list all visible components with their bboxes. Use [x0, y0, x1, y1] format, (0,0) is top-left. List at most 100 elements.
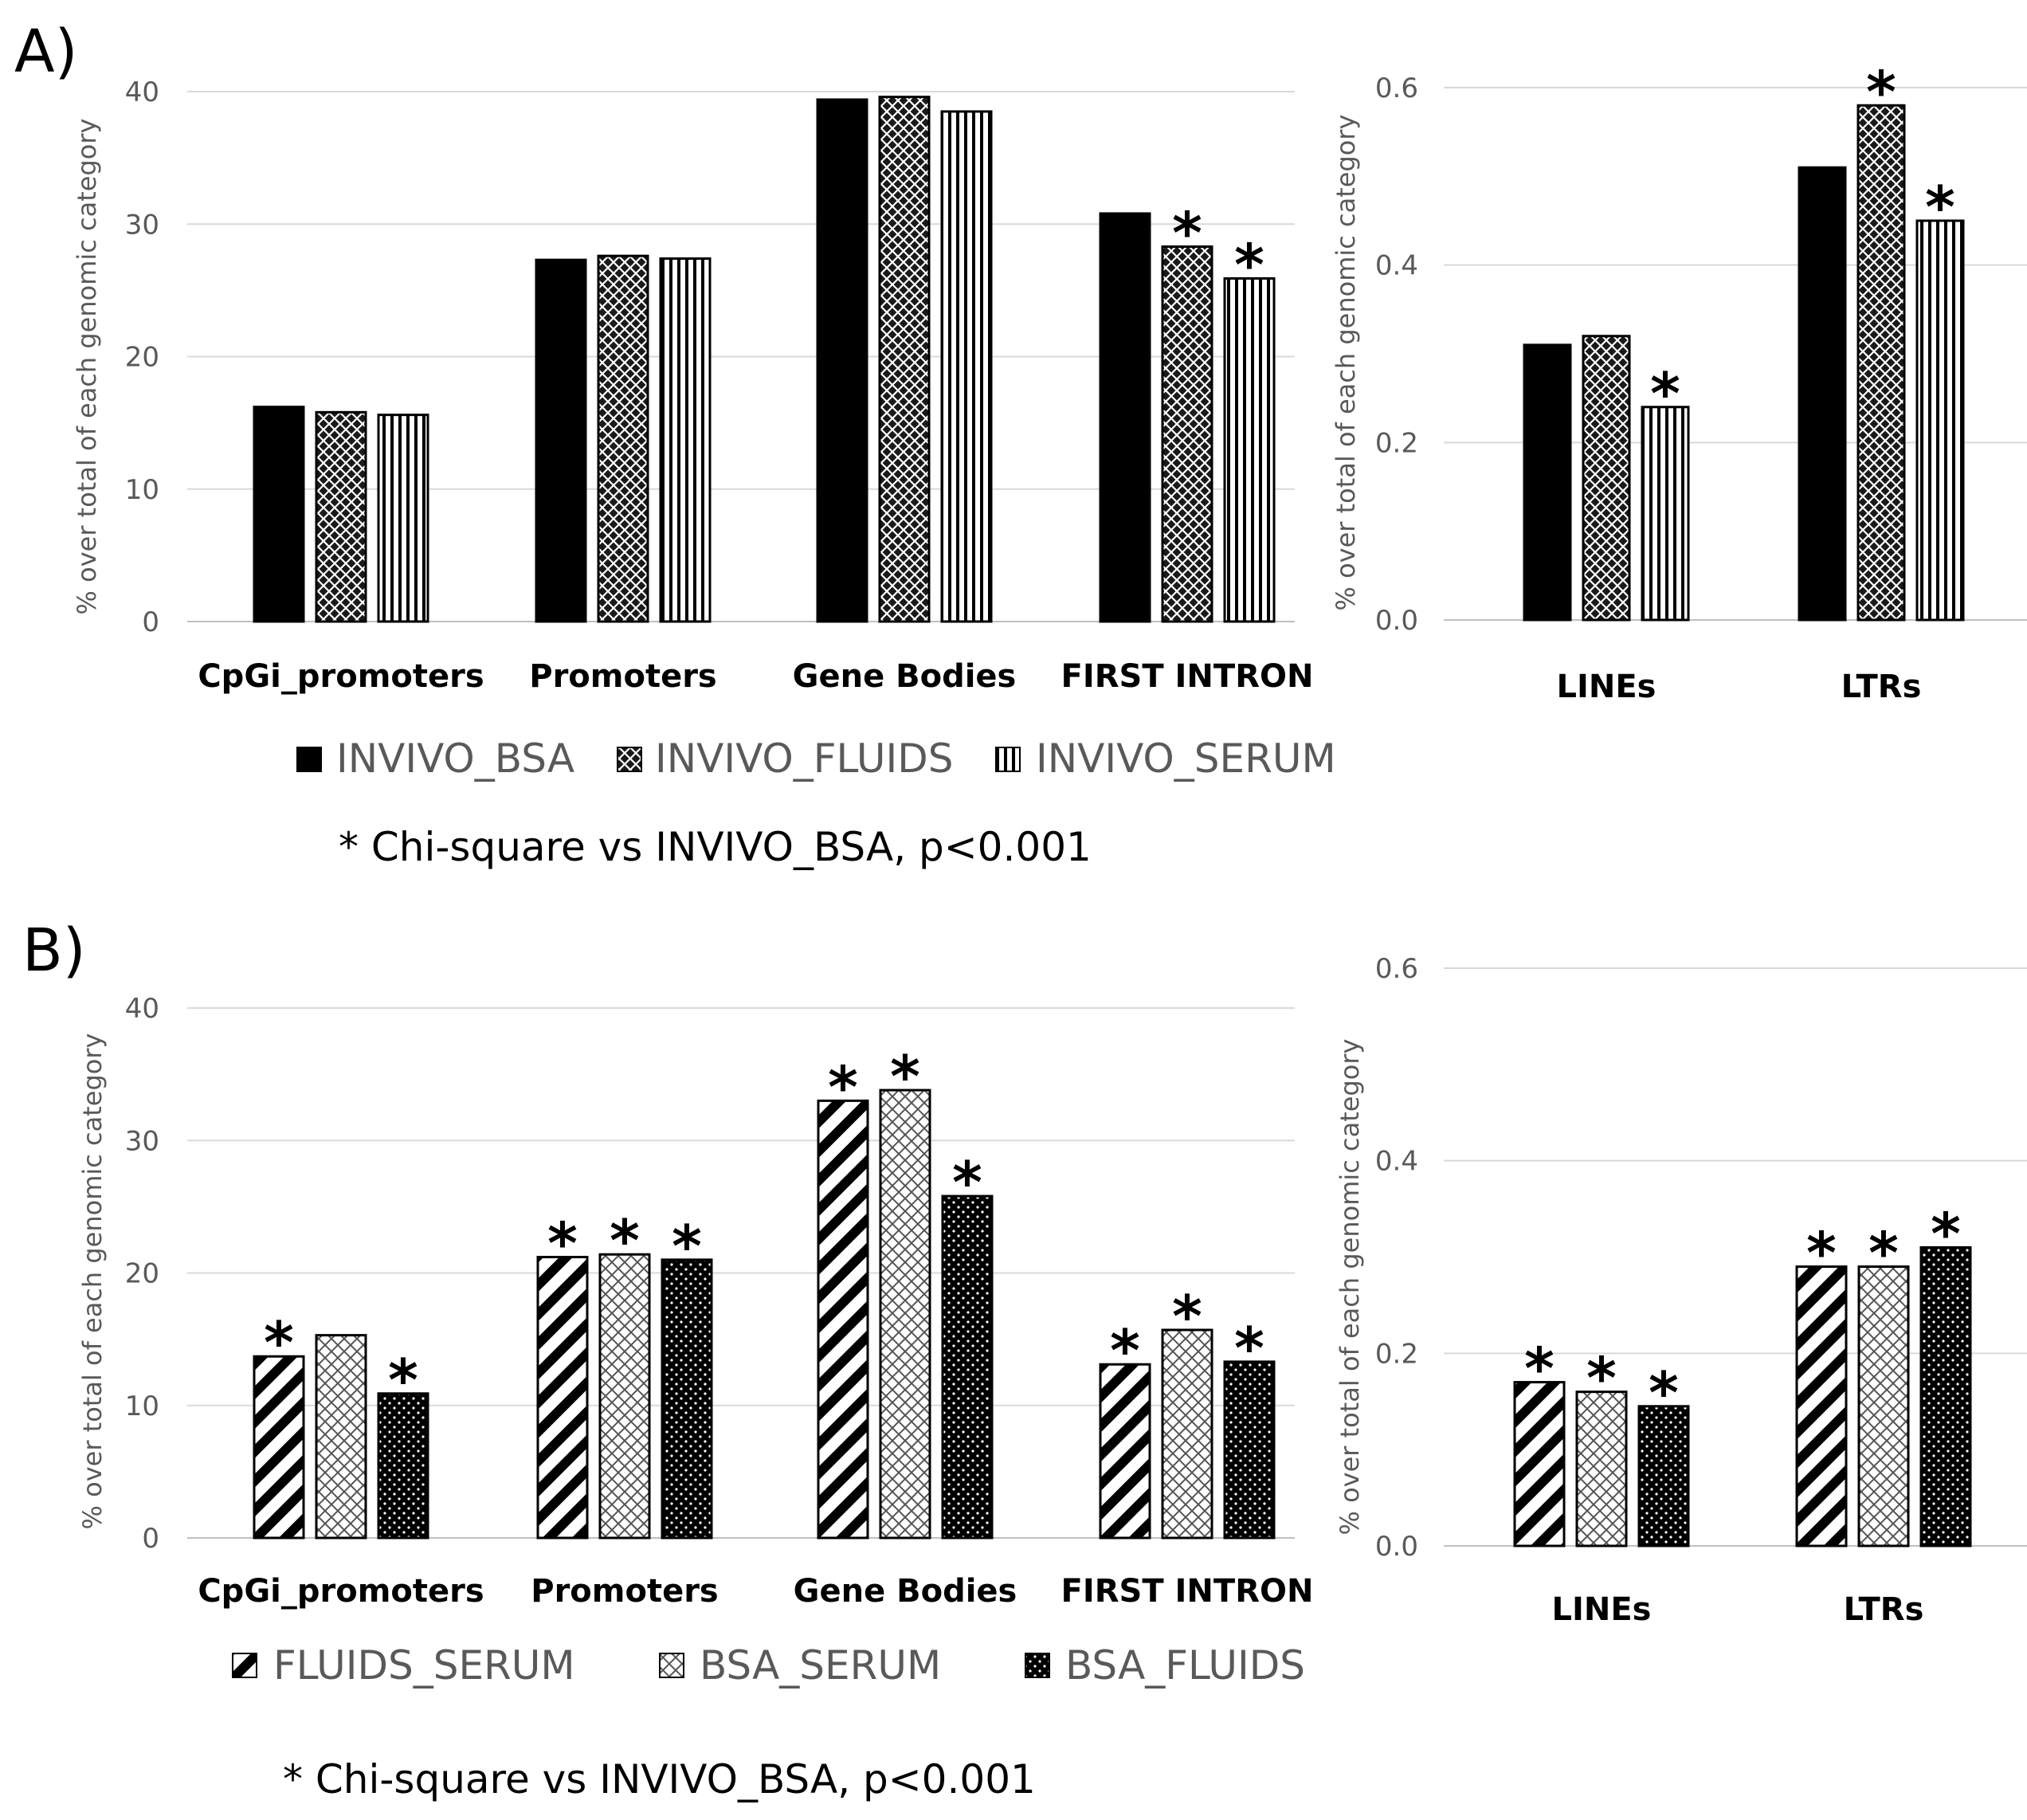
bar — [1223, 1360, 1276, 1540]
significance-star: * — [1931, 1200, 1961, 1267]
y-axis-title: % over total of each genomic category — [1335, 1039, 1365, 1536]
category-label: Promoters — [529, 658, 716, 695]
y-tick-label: 0 — [142, 1523, 159, 1555]
y-tick-label: 0.4 — [1375, 250, 1418, 282]
bar — [1795, 1265, 1848, 1547]
y-axis-title: % over total of each genomic category — [1331, 115, 1361, 611]
legend-label-invivo-serum: INVIVO_SERUM — [1036, 735, 1336, 782]
legend-swatch-bsa-serum — [659, 1653, 684, 1678]
bar — [878, 96, 931, 623]
category-label: Gene Bodies — [794, 1573, 1017, 1610]
y-tick-label: 0.0 — [1375, 1531, 1418, 1563]
significance-star: * — [1586, 1345, 1617, 1412]
y-tick-label: 40 — [125, 993, 159, 1025]
legend-label-bsa-fluids: BSA_FLUIDS — [1065, 1642, 1305, 1689]
significance-star: * — [1110, 1317, 1140, 1384]
category-label: CpGi_promoters — [198, 658, 484, 695]
bar — [315, 1334, 367, 1540]
significance-star: * — [1925, 174, 1955, 241]
chart-a-right: 0.0 0.2 0.4 0.6 % over total of each genomic… — [1331, 58, 2027, 705]
bar — [1099, 1363, 1151, 1540]
significance-star: * — [1172, 1283, 1202, 1350]
y-tick-label: 0.0 — [1375, 605, 1418, 637]
bar — [1919, 1245, 1972, 1547]
bar — [1641, 406, 1690, 622]
significance-star: * — [1234, 1315, 1264, 1382]
significance-star: * — [1806, 1220, 1837, 1287]
significance-note-a: * Chi-square vs INVIVO_BSA, p<0.001 — [339, 824, 1092, 870]
bar — [377, 1392, 429, 1540]
significance-star: * — [1649, 1359, 1679, 1426]
category-label: LTRs — [1844, 1591, 1924, 1628]
legend-a: INVIVO_BSA INVIVO_FLUIDS INVIVO_SERUM — [296, 735, 1336, 782]
category-label: Promoters — [531, 1573, 718, 1610]
panel-label-a: A) — [14, 18, 78, 86]
legend-swatch-invivo-bsa — [296, 747, 322, 772]
y-tick-label: 0.2 — [1375, 427, 1418, 459]
bar — [1575, 1390, 1628, 1547]
legend-b: FLUIDS_SERUM BSA_SERUM BSA_FLUIDS — [232, 1642, 1305, 1689]
significance-star: * — [828, 1053, 858, 1120]
bar — [1523, 343, 1572, 622]
y-tick-label: 40 — [125, 76, 159, 108]
category-label: LINEs — [1552, 1591, 1652, 1628]
significance-star: * — [388, 1347, 418, 1414]
legend-swatch-bsa-fluids — [1025, 1653, 1050, 1678]
chart-b-right: 0.0 0.2 0.4 0.6 % over total of each genomic… — [1335, 953, 2027, 1628]
bar — [1637, 1405, 1690, 1547]
y-tick-label: 20 — [125, 1258, 159, 1290]
significance-star: * — [1234, 231, 1264, 298]
significance-star: * — [1650, 360, 1680, 427]
chart-a-left: 0 10 20 30 40 % over total of each genomic ca… — [72, 76, 1313, 695]
bar — [1856, 104, 1906, 622]
panel-label-b: B) — [22, 916, 86, 985]
y-axis-title: % over total of each genomic category — [72, 119, 102, 615]
significance-star: * — [1866, 58, 1896, 125]
bar — [1099, 212, 1151, 623]
y-tick-label: 10 — [125, 474, 159, 506]
y-tick-label: 30 — [125, 1125, 159, 1157]
significance-star: * — [672, 1213, 702, 1280]
legend-swatch-fluids-serum — [232, 1653, 257, 1678]
significance-star: * — [547, 1210, 578, 1277]
bar — [536, 1256, 589, 1540]
significance-star: * — [610, 1207, 640, 1274]
bar — [879, 1088, 931, 1540]
legend-swatch-invivo-serum — [995, 747, 1021, 772]
y-tick-label: 20 — [125, 342, 159, 374]
bar — [940, 110, 993, 623]
significance-star: * — [1172, 200, 1202, 267]
legend-swatch-invivo-fluids — [617, 747, 642, 772]
y-tick-label: 0.2 — [1375, 1338, 1418, 1370]
y-tick-label: 30 — [125, 209, 159, 241]
bar — [661, 1258, 713, 1540]
significance-star: * — [1868, 1220, 1899, 1287]
bar — [1915, 219, 1965, 622]
category-label: CpGi_promoters — [198, 1573, 484, 1610]
category-label: FIRST INTRON — [1061, 1573, 1314, 1610]
bar — [817, 1099, 869, 1540]
category-label: LTRs — [1841, 669, 1922, 705]
legend-label-invivo-bsa: INVIVO_BSA — [336, 735, 574, 782]
bar — [597, 254, 649, 623]
significance-note-b: * Chi-square vs INVIVO_BSA, p<0.001 — [283, 1756, 1036, 1802]
bar — [315, 410, 367, 623]
y-tick-label: 0 — [142, 606, 159, 638]
bar — [377, 414, 429, 623]
legend-label-invivo-fluids: INVIVO_FLUIDS — [655, 735, 954, 782]
y-axis-title: % over total of each genomic category — [77, 1034, 108, 1530]
category-label: Gene Bodies — [793, 658, 1017, 695]
bar — [253, 406, 305, 623]
significance-star: * — [890, 1043, 920, 1110]
bar — [659, 257, 712, 623]
bar — [535, 258, 587, 623]
bar — [1161, 245, 1213, 623]
y-tick-label: 0.4 — [1375, 1146, 1418, 1178]
bar — [1223, 277, 1276, 623]
bar — [253, 1355, 305, 1540]
bar — [598, 1253, 651, 1540]
y-tick-label: 10 — [125, 1390, 159, 1422]
bar — [1161, 1328, 1213, 1540]
legend-label-fluids-serum: FLUIDS_SERUM — [273, 1642, 575, 1689]
